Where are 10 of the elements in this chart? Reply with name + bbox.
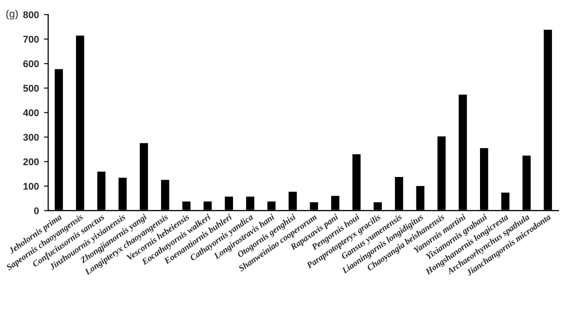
- text: (g): [6, 10, 18, 20]
- y-tick-label: 500: [23, 84, 39, 92]
- y-tick-label: 200: [23, 158, 39, 166]
- y-tick-label: 800: [23, 11, 39, 18]
- y-tick-label: 300: [23, 134, 39, 141]
- y-tick-label: 100: [24, 182, 39, 190]
- y-tick-label: 600: [23, 60, 39, 68]
- y-tick-label: 400: [23, 109, 39, 116]
- y-tick-label: 0: [34, 207, 39, 214]
- y-tick-label: 700: [23, 36, 39, 43]
